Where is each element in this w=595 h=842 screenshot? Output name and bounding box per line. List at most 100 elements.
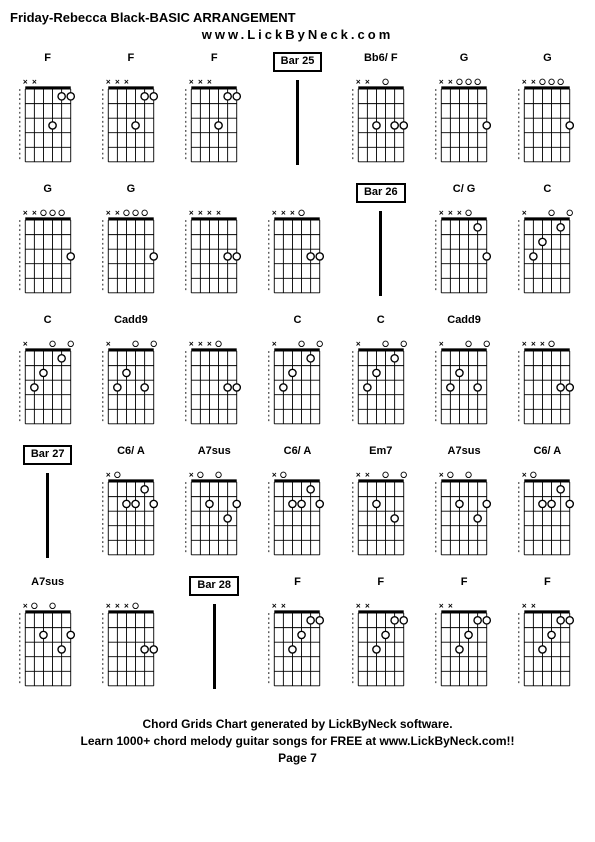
svg-text:×: × (207, 78, 212, 87)
chord-label: C6/ A (117, 445, 145, 461)
chord-label: Cadd9 (447, 314, 481, 330)
svg-text:×: × (189, 340, 194, 349)
chord-fretboard: ×× (517, 594, 577, 699)
bar-line (46, 473, 49, 558)
chord-label: A7sus (198, 445, 231, 461)
svg-text:×: × (522, 78, 527, 87)
chord-diagram: F×× (260, 576, 335, 701)
chord-fretboard: × (434, 463, 494, 568)
svg-text:×: × (189, 471, 194, 480)
chord-fretboard: ×× (434, 594, 494, 699)
bar-label: Bar 25 (273, 52, 323, 72)
chord-fretboard: ××× (184, 70, 244, 175)
svg-text:×: × (32, 209, 37, 218)
bar-marker: Bar 26 (343, 183, 418, 308)
svg-text:×: × (198, 78, 203, 87)
chord-fretboard: ×××× (184, 201, 244, 306)
svg-text:×: × (291, 209, 296, 218)
chord-diagram: F××× (177, 52, 252, 177)
svg-text:×: × (106, 602, 111, 611)
footer-line1: Chord Grids Chart generated by LickByNec… (10, 716, 585, 733)
chord-diagram: Cadd9× (93, 314, 168, 439)
chord-diagram: F×× (343, 576, 418, 701)
svg-text:×: × (356, 602, 361, 611)
chord-fretboard: ×× (18, 70, 78, 175)
svg-text:×: × (531, 78, 536, 87)
chord-diagram: C6/ A × (510, 445, 585, 570)
svg-text:×: × (23, 209, 28, 218)
svg-text:×: × (522, 340, 527, 349)
chord-fretboard: × × × (101, 594, 161, 699)
chord-diagram: G×× (510, 52, 585, 177)
chord-label: G (43, 183, 52, 199)
footer-line3: Page 7 (10, 750, 585, 767)
svg-text:×: × (439, 471, 444, 480)
chord-label: A7sus (31, 576, 64, 592)
chord-fretboard: × (101, 332, 161, 437)
svg-text:×: × (356, 340, 361, 349)
chord-fretboard: ××× (517, 332, 577, 437)
svg-text:×: × (448, 209, 453, 218)
svg-text:×: × (356, 78, 361, 87)
svg-text:×: × (198, 209, 203, 218)
chord-label: F (128, 52, 135, 68)
chord-fretboard: ××× (101, 70, 161, 175)
chord-fretboard: × (267, 463, 327, 568)
chord-label: F (377, 576, 384, 592)
svg-text:×: × (207, 209, 212, 218)
svg-text:×: × (356, 471, 361, 480)
svg-text:×: × (439, 209, 444, 218)
svg-text:×: × (32, 78, 37, 87)
chord-diagram: A7sus × (177, 445, 252, 570)
chord-diagram: C× (260, 314, 335, 439)
svg-text:×: × (439, 78, 444, 87)
chord-label: C (44, 314, 52, 330)
svg-text:×: × (189, 209, 194, 218)
svg-text:×: × (272, 602, 277, 611)
svg-text:×: × (106, 209, 111, 218)
svg-text:×: × (365, 471, 370, 480)
chord-fretboard: ×× (517, 70, 577, 175)
chord-fretboard: × (184, 463, 244, 568)
svg-text:×: × (106, 340, 111, 349)
chord-diagram: Bb6/ F×× (343, 52, 418, 177)
svg-text:×: × (365, 602, 370, 611)
svg-text:×: × (124, 602, 129, 611)
chord-fretboard: ×× (351, 594, 411, 699)
footer-line2: Learn 1000+ chord melody guitar songs fo… (10, 733, 585, 750)
svg-text:×: × (531, 340, 536, 349)
page-subtitle: www.LickByNeck.com (10, 27, 585, 42)
svg-text:×: × (106, 471, 111, 480)
chord-diagram: ×××× (177, 183, 252, 308)
chord-fretboard: ×× (18, 201, 78, 306)
chord-diagram: × × × (93, 576, 168, 701)
chord-diagram: G×× (426, 52, 501, 177)
svg-text:×: × (439, 340, 444, 349)
svg-text:×: × (522, 209, 527, 218)
chord-label: F (44, 52, 51, 68)
svg-text:×: × (281, 209, 286, 218)
chord-fretboard: ××× (184, 332, 244, 437)
svg-text:×: × (106, 78, 111, 87)
svg-text:×: × (115, 78, 120, 87)
chord-label: G (460, 52, 469, 68)
chord-diagram: ××× (260, 183, 335, 308)
chord-label: G (543, 52, 552, 68)
chord-fretboard: × (434, 332, 494, 437)
svg-text:×: × (115, 602, 120, 611)
chord-fretboard: × (517, 463, 577, 568)
svg-text:×: × (448, 78, 453, 87)
bar-label: Bar 28 (189, 576, 239, 596)
svg-text:×: × (448, 602, 453, 611)
svg-text:×: × (522, 602, 527, 611)
chord-fretboard: ×× (351, 70, 411, 175)
chord-label: F (294, 576, 301, 592)
chord-label: G (127, 183, 136, 199)
chord-fretboard: ×× (434, 70, 494, 175)
bar-label: Bar 27 (23, 445, 73, 465)
chord-diagram: ××× (510, 314, 585, 439)
chord-diagram: F××× (93, 52, 168, 177)
bar-marker: Bar 27 (10, 445, 85, 570)
chord-label: C6/ A (533, 445, 561, 461)
chord-label: F (461, 576, 468, 592)
